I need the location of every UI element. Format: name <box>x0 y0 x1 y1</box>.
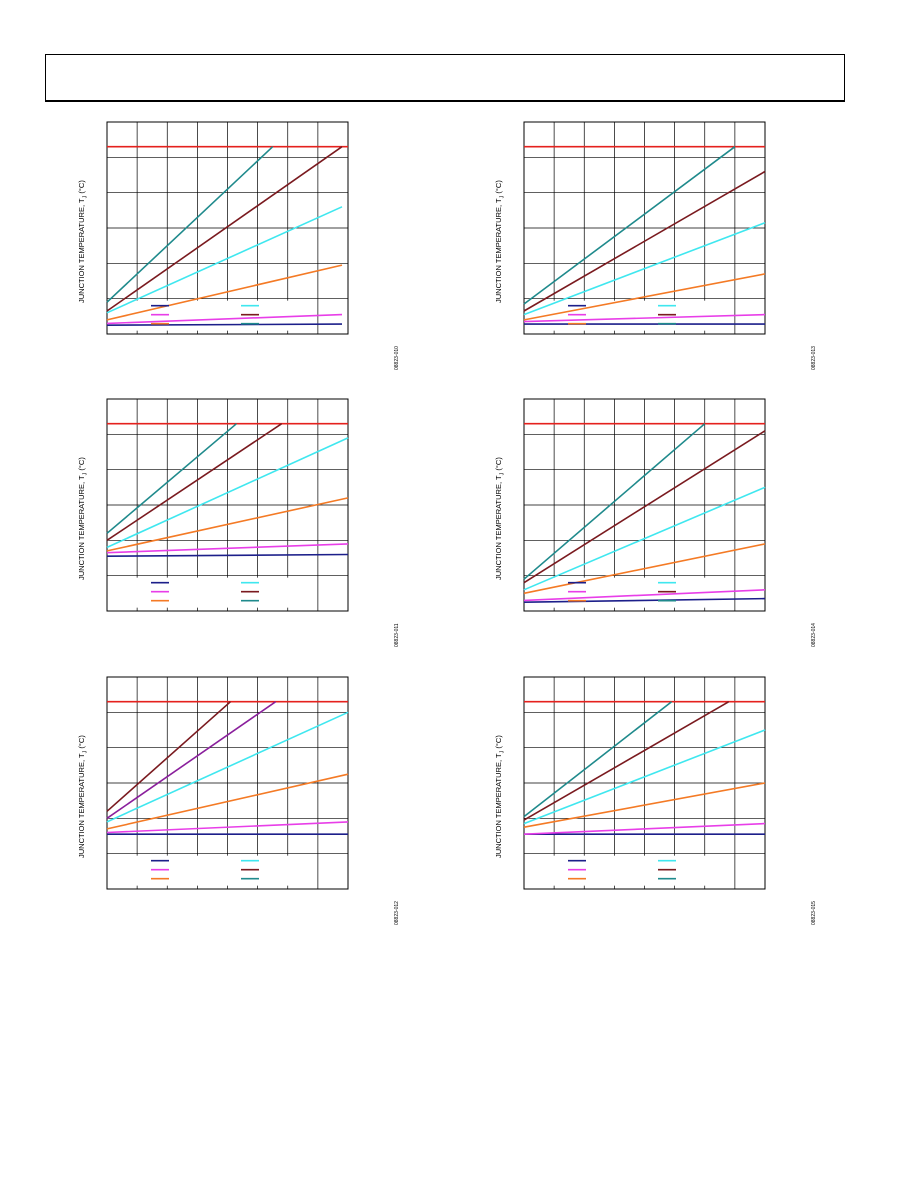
series-line-orange <box>523 543 766 595</box>
series-line-maroon <box>523 430 766 584</box>
series-line-teal <box>523 701 673 818</box>
chart-panel: JUNCTION TEMPERATURE, TJ (°C) 08823-014 <box>492 392 852 652</box>
series-line-magenta <box>523 313 766 323</box>
series-line-cyan <box>106 437 349 549</box>
series-line-cyan <box>523 729 766 825</box>
series-line-magenta <box>106 821 349 834</box>
chart-svg <box>523 676 766 890</box>
series-line-maroon <box>106 423 283 541</box>
chart-panel: JUNCTION TEMPERATURE, TJ (°C) 08823-013 <box>492 115 852 375</box>
series-line-orange <box>106 264 343 321</box>
series-line-orange <box>106 773 349 830</box>
chart-svg <box>106 121 349 335</box>
series-line-magenta <box>106 313 343 325</box>
chart-panel: JUNCTION TEMPERATURE, TJ (°C) 08823-015 <box>492 670 852 930</box>
chart-panel: JUNCTION TEMPERATURE, TJ (°C) 08823-012 <box>75 670 435 930</box>
series-line-maroon <box>106 146 343 312</box>
series-line-magenta <box>523 822 766 835</box>
chart-panel: JUNCTION TEMPERATURE, TJ (°C) 08823-011 <box>75 392 435 652</box>
series-line-magenta <box>523 589 766 602</box>
series-line-cyan <box>523 486 766 591</box>
series-line-cyan <box>106 711 349 823</box>
series-line-maroon <box>523 170 766 312</box>
page-header-box <box>45 54 845 102</box>
legend-box <box>119 577 304 608</box>
series-line-cyan <box>106 206 343 314</box>
series-line-maroon <box>523 701 730 821</box>
series-line-cyan <box>523 221 766 316</box>
legend-box <box>536 855 721 886</box>
chart-svg <box>523 121 766 335</box>
chart-svg <box>106 398 349 612</box>
legend-box <box>119 855 304 886</box>
series-line-magenta <box>106 543 349 554</box>
series-line-purple <box>106 701 277 819</box>
series-line-teal <box>106 146 274 303</box>
series-line-maroon <box>106 701 232 812</box>
chart-panel: JUNCTION TEMPERATURE, TJ (°C) 08823-010 <box>75 115 435 375</box>
chart-svg <box>106 676 349 890</box>
legend-box <box>119 300 304 331</box>
series-line-teal <box>523 146 736 305</box>
series-line-orange <box>106 497 349 552</box>
series-line-navy <box>523 597 766 603</box>
chart-svg <box>523 398 766 612</box>
series-line-orange <box>523 273 766 321</box>
series-line-navy <box>106 553 349 557</box>
legend-box <box>536 300 721 331</box>
series-line-teal <box>106 423 238 534</box>
series-line-teal <box>523 423 706 580</box>
series-line-navy <box>106 323 343 326</box>
series-line-orange <box>523 782 766 828</box>
